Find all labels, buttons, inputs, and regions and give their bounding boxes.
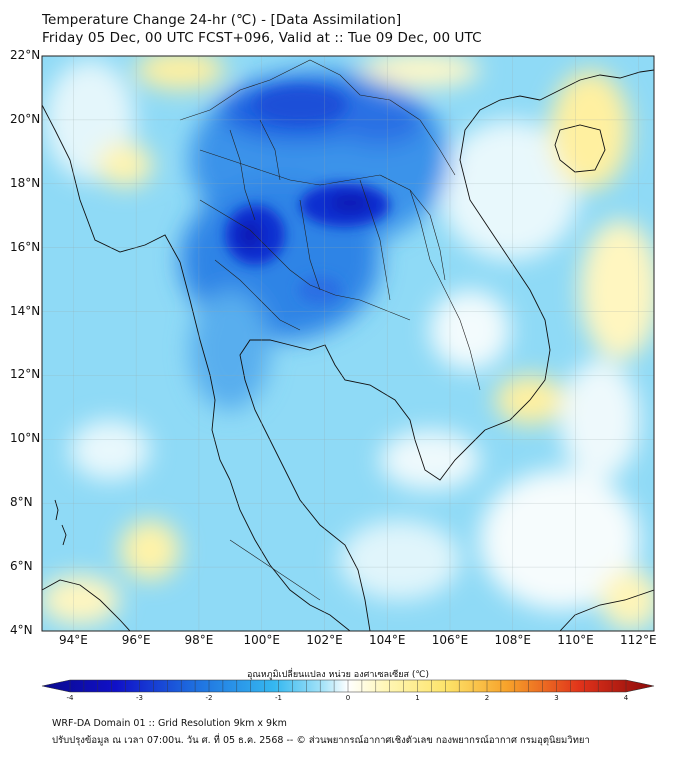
colorbar-tick-label: -2 [205, 694, 213, 702]
lon-tick-label: 94°E [58, 633, 88, 647]
coastlines [42, 69, 654, 631]
lat-tick-label: 16°N [10, 239, 41, 254]
colorbar-label: อุณหภูมิเปลี่ยนแปลง หน่วย องศาเซลเซียส (… [246, 670, 430, 680]
chart-title: Temperature Change 24-hr (℃) - [Data Ass… [42, 12, 402, 28]
lon-tick-label: 96°E [121, 633, 151, 647]
lon-tick-label: 102°E [306, 633, 343, 647]
lon-tick-label: 106°E [431, 633, 469, 647]
lat-tick-label: 20°N [10, 111, 41, 126]
lat-tick-label: 4°N [10, 623, 33, 637]
map-frame [41, 55, 655, 632]
colorbar-tick-label: 0 [345, 694, 351, 702]
lat-tick-label: 14°N [10, 303, 41, 318]
lon-tick-label: 110°E [557, 633, 594, 647]
temperature-field [42, 56, 654, 631]
colorbar-tick-label: 4 [623, 694, 629, 702]
lat-tick-label: 22°N [10, 48, 41, 62]
lat-tick-label: 12°N [10, 367, 41, 382]
lat-tick-label: 10°N [10, 431, 41, 446]
lat-tick-label: 8°N [10, 495, 33, 510]
colorbar [41, 679, 655, 693]
province-borders [179, 59, 481, 601]
chart-subtitle: Friday 05 Dec, 00 UTC FCST+096, Valid at… [42, 30, 482, 46]
colorbar-tick-label: 1 [415, 694, 420, 702]
lon-tick-label: 98°E [184, 633, 214, 647]
lon-tick-label: 112°E [620, 633, 657, 647]
graticule [42, 55, 654, 632]
colorbar-tick-label: 3 [554, 694, 559, 702]
footer-update-info: ปรับปรุงข้อมูล ณ เวลา 07:00น. วัน ศ. ที่… [52, 735, 590, 746]
colorbar-tick-label: 2 [484, 694, 490, 702]
lat-tick-label: 6°N [10, 559, 33, 574]
lon-tick-label: 108°E [494, 633, 532, 647]
colorbar-tick-label: -4 [66, 694, 74, 702]
lon-tick-label: 100°E [243, 633, 280, 647]
lat-tick-label: 18°N [10, 175, 41, 190]
lon-tick-label: 104°E [368, 633, 406, 647]
colorbar-tick-label: -1 [275, 694, 282, 702]
colorbar-tick-label: -3 [136, 694, 143, 702]
footer-model-info: WRF-DA Domain 01 :: Grid Resolution 9km … [52, 718, 287, 729]
